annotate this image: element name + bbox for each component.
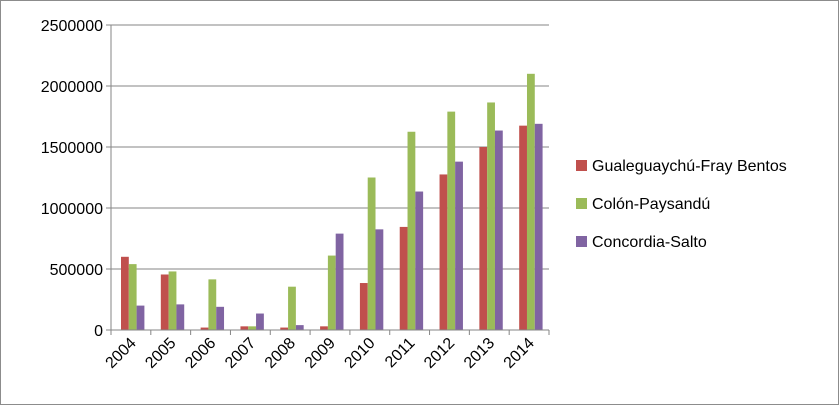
- bar: [280, 327, 289, 330]
- bar: [526, 73, 535, 331]
- x-tick-label: 2012: [421, 335, 458, 372]
- bar: [295, 325, 304, 330]
- legend-swatch: [576, 160, 587, 171]
- bar: [288, 286, 296, 330]
- bar: [320, 326, 328, 330]
- bar: [176, 304, 185, 330]
- bar: [375, 229, 384, 330]
- x-tick-label: 2005: [142, 335, 179, 372]
- bar: [208, 279, 217, 330]
- y-tick-label: 0: [94, 323, 103, 340]
- bar: [200, 327, 209, 330]
- bar: [256, 313, 264, 330]
- y-tick-label: 1500000: [41, 140, 103, 157]
- bar: [399, 226, 408, 330]
- bar: [455, 161, 463, 330]
- bar: [136, 305, 145, 330]
- bar: [128, 264, 137, 330]
- legend-label: Gualeguaychú-Fray Bentos: [592, 158, 787, 175]
- bar: [359, 283, 368, 330]
- legend-label: Concordia-Salto: [592, 234, 707, 251]
- bar: [240, 326, 249, 330]
- bar: [534, 123, 543, 330]
- bar: [160, 274, 169, 330]
- x-tick-label: 2009: [302, 335, 339, 372]
- bar: [335, 233, 344, 330]
- y-axis-ticks: 0 500000 1000000 1500000 2000000 2500000: [41, 18, 111, 340]
- bars: [121, 73, 543, 331]
- legend-label: Colón-Paysandú: [592, 196, 710, 213]
- bar: [327, 255, 336, 330]
- bar: [407, 131, 416, 330]
- x-axis-ticks: 2004 2005 2006 2007 2008 2009 2010 2011 2012 2013…: [103, 330, 550, 372]
- x-tick-label: 2010: [341, 335, 378, 372]
- x-tick-label: 2004: [103, 335, 140, 372]
- bar: [519, 125, 527, 331]
- axes: [110, 25, 549, 331]
- bar: [216, 306, 225, 330]
- legend: Gualeguaychú-Fray Bentos Colón-Paysandú Co…: [576, 158, 787, 251]
- x-tick-label: 2006: [182, 335, 219, 372]
- bar: [479, 147, 488, 330]
- y-tick-label: 1000000: [41, 201, 103, 218]
- x-tick-label: 2011: [382, 335, 418, 371]
- bar: [487, 102, 495, 330]
- legend-swatch: [576, 198, 587, 209]
- legend-swatch: [576, 236, 587, 247]
- bar: [447, 111, 456, 331]
- x-tick-label: 2007: [222, 335, 259, 372]
- bar: [415, 191, 424, 330]
- y-tick-label: 2500000: [41, 18, 103, 35]
- bar: [248, 326, 257, 330]
- bar: [121, 256, 129, 330]
- x-tick-label: 2008: [262, 335, 299, 372]
- bar: [439, 174, 448, 330]
- bar: [367, 177, 376, 330]
- x-tick-label: 2013: [461, 335, 498, 372]
- y-tick-label: 500000: [50, 262, 103, 279]
- bar: [168, 271, 177, 330]
- x-tick-label: 2014: [501, 335, 538, 372]
- bar: [494, 130, 503, 330]
- y-tick-label: 2000000: [41, 79, 103, 96]
